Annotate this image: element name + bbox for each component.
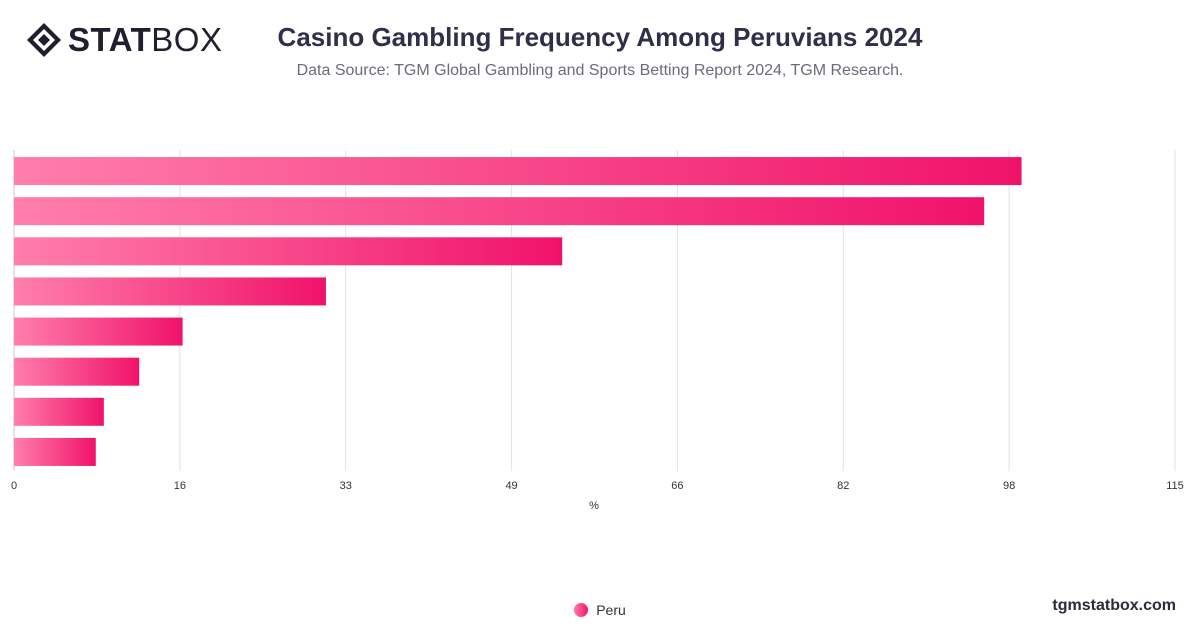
chart-title-text: Casino Gambling Frequency Among Peruvian… — [277, 22, 923, 52]
logo-wordmark: STATBOX — [68, 22, 222, 58]
bars — [14, 157, 1022, 466]
watermark: tgmstatbox.com — [1052, 597, 1176, 614]
x-tick-label: 98 — [1003, 480, 1015, 492]
logo-text-bold: STAT — [68, 21, 152, 58]
x-tick-label: 33 — [340, 480, 352, 492]
legend-label: Peru — [596, 602, 626, 618]
bar[interactable] — [14, 157, 1022, 186]
bar[interactable] — [14, 277, 326, 306]
x-tick-label: 66 — [671, 480, 683, 492]
bar[interactable] — [14, 397, 104, 426]
legend: Peru — [0, 602, 1200, 618]
x-tick-label: 82 — [837, 480, 849, 492]
statbox-logo-icon — [27, 23, 61, 57]
legend-marker-icon — [574, 603, 589, 617]
bar[interactable] — [14, 357, 140, 386]
x-tick-label: 16 — [174, 480, 186, 492]
x-tick-label: 0 — [11, 480, 17, 492]
chart-title: Casino Gambling Frequency Among Peruvian… — [0, 22, 1200, 53]
bar[interactable] — [14, 197, 985, 226]
chart-subtitle: Data Source: TGM Global Gambling and Spo… — [296, 62, 904, 79]
x-tick-label: 49 — [505, 480, 517, 492]
statbox-logo: STATBOX — [26, 22, 222, 58]
bar[interactable] — [14, 437, 96, 466]
bar[interactable] — [14, 317, 183, 346]
logo-text-light: BOX — [151, 21, 223, 58]
x-axis-label: % — [589, 500, 599, 512]
x-tick-label: 115 — [1166, 480, 1184, 492]
bar[interactable] — [14, 237, 563, 266]
x-axis-ticks: 0 16 33 49 66 82 98 115 — [11, 480, 1184, 492]
